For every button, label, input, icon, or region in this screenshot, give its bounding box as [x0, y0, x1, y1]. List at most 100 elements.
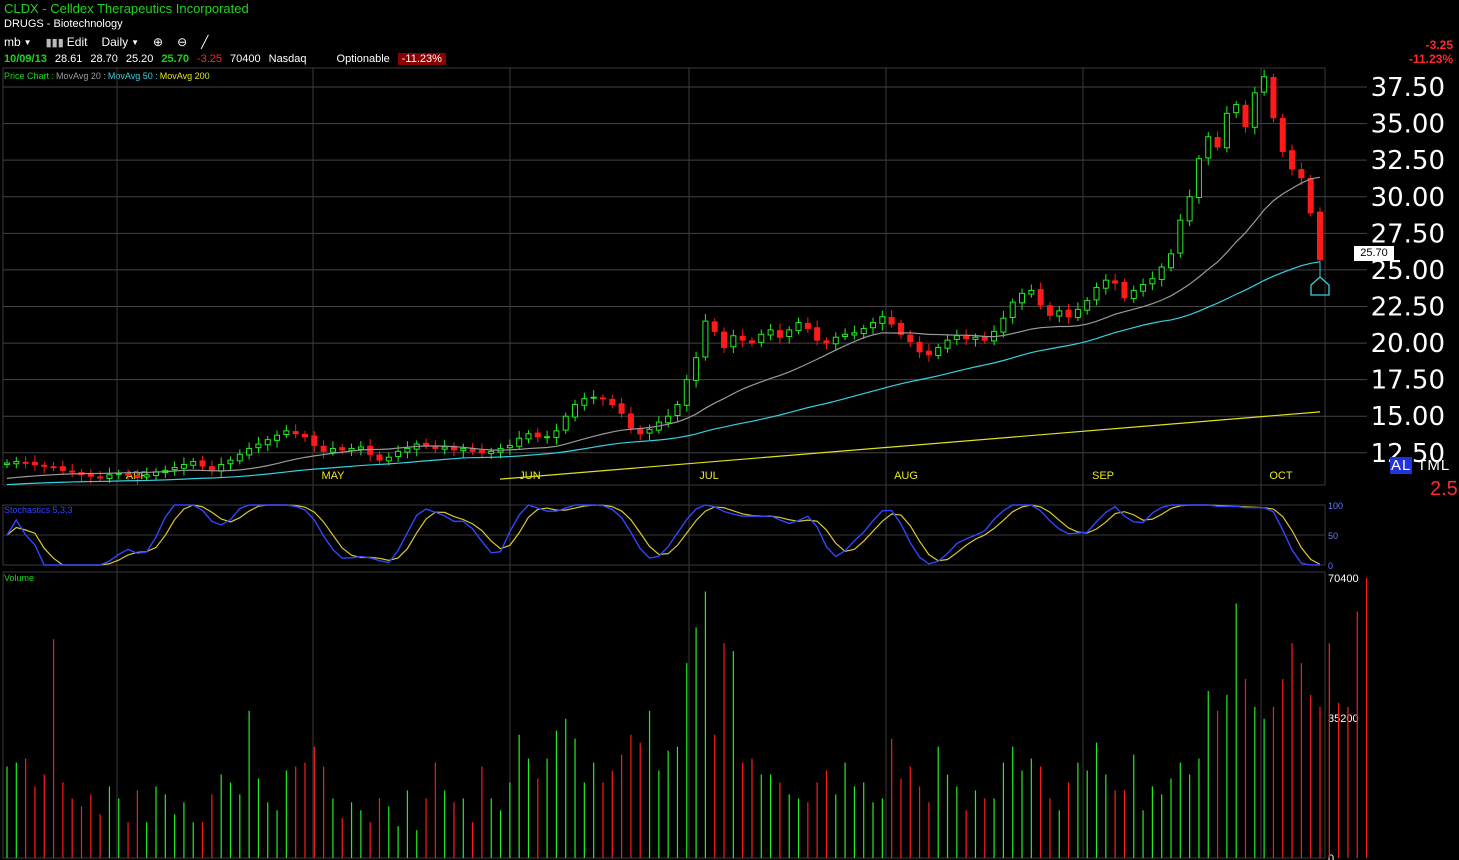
candle-body	[1130, 289, 1137, 299]
candle-body	[1223, 112, 1230, 149]
candle-body	[190, 461, 197, 466]
candle-body	[646, 428, 653, 434]
candle-body	[125, 473, 132, 476]
candle-body	[134, 474, 141, 479]
candle-body	[916, 341, 923, 353]
candle-body	[367, 445, 374, 455]
legend-price[interactable]: Price Chart :	[4, 71, 55, 81]
price-tick-label: 37.50	[1371, 73, 1445, 103]
candle-body	[1102, 279, 1109, 289]
draw-tool-button[interactable]: ╱	[201, 35, 208, 49]
candle-body	[1140, 284, 1147, 292]
candle-body	[888, 316, 895, 325]
candle-body	[758, 333, 765, 343]
month-label: JUN	[519, 470, 540, 482]
zoom-out-button[interactable]: ⊖	[177, 35, 187, 49]
volume-tick-label: 70400	[1328, 573, 1359, 585]
candle-body	[711, 321, 718, 332]
zoom-in-button[interactable]: ⊕	[153, 35, 163, 49]
month-label: SEP	[1092, 470, 1114, 482]
candle-body	[423, 442, 430, 446]
candle-body	[1186, 196, 1193, 222]
candle-body	[963, 335, 970, 340]
month-label: MAY	[321, 470, 345, 482]
candle-body	[1242, 104, 1249, 128]
candle-body	[478, 450, 485, 454]
candle-body	[4, 462, 10, 466]
candle-body	[1298, 169, 1305, 179]
volume-tick-label: 0	[1328, 853, 1334, 860]
edit-label: Edit	[66, 35, 88, 49]
chevron-down-icon: ▼	[131, 37, 140, 47]
edit-button[interactable]: ▮▮▮ Edit	[46, 35, 88, 49]
candle-body	[1074, 308, 1081, 318]
price-marker-icon	[1310, 276, 1330, 296]
candle-body	[925, 350, 932, 356]
candle-body	[22, 461, 29, 464]
legend-ma200[interactable]: MovAvg 200	[159, 71, 210, 81]
ma50-line	[6, 261, 1321, 486]
candle-body	[590, 396, 597, 399]
candle-body	[618, 403, 625, 414]
candle-body	[860, 327, 867, 335]
period-dropdown[interactable]: Daily ▼	[101, 35, 139, 49]
user-dropdown[interactable]: mb ▼	[4, 35, 32, 49]
candle-body	[953, 335, 960, 340]
candle-body	[1009, 301, 1016, 318]
candle-body	[935, 346, 942, 357]
stoch-tick-label: 50	[1328, 531, 1338, 541]
candle-body	[329, 447, 336, 453]
pencil-icon: ╱	[201, 35, 209, 49]
candle-body	[320, 445, 327, 452]
candle-body	[357, 446, 364, 450]
candle-body	[1046, 305, 1053, 316]
candle-body	[870, 322, 877, 329]
candle-body	[1307, 177, 1314, 214]
candle-body	[199, 460, 206, 467]
panel-frame-0	[2, 67, 1326, 486]
candle-body	[1317, 211, 1323, 261]
candle-body	[599, 397, 606, 400]
quote-close: 25.70	[161, 53, 189, 65]
candle-body	[339, 447, 346, 451]
candle-body	[1056, 310, 1063, 317]
candle-body	[832, 336, 839, 345]
price-tick-label: 17.50	[1371, 366, 1445, 396]
candle-body	[385, 456, 392, 462]
candle-body	[1065, 309, 1072, 318]
candle-body	[637, 428, 644, 435]
candle-body	[1205, 136, 1212, 159]
candle-body	[274, 434, 281, 441]
period-label: Daily	[101, 35, 129, 49]
top-pct: -11.23%	[1408, 52, 1453, 66]
panel-frame-2	[2, 571, 1326, 859]
candle-body	[1112, 280, 1119, 284]
altml-value: 2.5	[1430, 478, 1458, 500]
toolbar: mb ▼ ▮▮▮ Edit Daily ▼ ⊕ ⊖ ╱	[4, 35, 208, 49]
price-tick-label: 32.50	[1371, 146, 1445, 176]
legend-ma20[interactable]: MovAvg 20 :	[56, 71, 106, 81]
quote-optionable: Optionable	[336, 53, 390, 65]
user-label: mb	[4, 35, 21, 49]
candle-body	[1000, 317, 1007, 333]
candle-body	[506, 444, 513, 449]
candle-body	[1195, 158, 1202, 198]
price-tick-label: 22.50	[1371, 292, 1445, 322]
candle-body	[525, 433, 532, 440]
legend-ma50[interactable]: MovAvg 50 :	[107, 71, 158, 81]
candle-body	[572, 404, 579, 418]
candle-body	[1233, 104, 1240, 114]
quote-pct-change: -11.23%	[397, 53, 446, 65]
candle-body	[255, 443, 262, 449]
candle-body	[823, 340, 830, 344]
candle-body	[739, 335, 746, 341]
candle-body	[1177, 219, 1184, 254]
candle-body	[1037, 289, 1044, 306]
candle-body	[469, 448, 476, 452]
candle-body	[516, 437, 523, 447]
candle-body	[897, 322, 904, 335]
candle-body	[804, 322, 811, 329]
candle-body	[795, 322, 802, 332]
candle-body	[488, 450, 495, 455]
